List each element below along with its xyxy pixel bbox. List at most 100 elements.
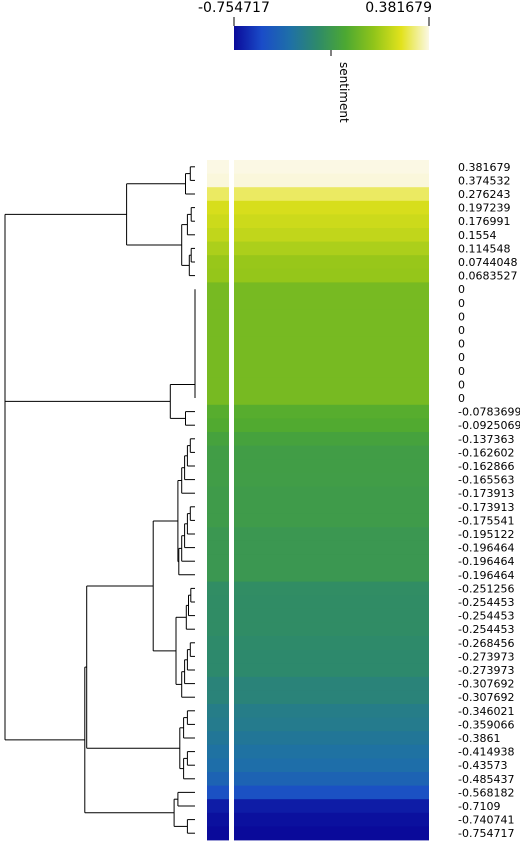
heatmap-cell-narrow xyxy=(207,486,229,501)
color-scale-bar xyxy=(234,26,429,50)
heatmap-cell-narrow xyxy=(207,568,229,582)
heatmap-cell-narrow xyxy=(207,799,229,814)
row-labels: 0.3816790.3745320.2762430.1972390.176991… xyxy=(458,161,520,840)
row-label: -0.162866 xyxy=(458,460,514,473)
row-label: 0.197239 xyxy=(458,202,511,215)
heatmap-cell xyxy=(234,296,429,310)
heatmap-cell-narrow xyxy=(207,595,229,610)
heatmap-cell xyxy=(234,364,429,378)
heatmap-cell-narrow xyxy=(207,268,229,283)
heatmap-cell-narrow xyxy=(207,812,229,827)
row-label: 0 xyxy=(458,324,465,337)
heatmap-cell-narrow xyxy=(207,690,229,705)
heatmap-cells xyxy=(207,160,429,841)
heatmap-cell-narrow xyxy=(207,200,229,215)
heatmap-cell xyxy=(234,554,429,569)
row-label: -0.740741 xyxy=(458,814,514,827)
row-label: -0.137363 xyxy=(458,433,514,446)
heatmap-cell-narrow xyxy=(207,785,229,800)
heatmap-cell-narrow xyxy=(207,527,229,542)
heatmap-cell xyxy=(234,513,429,528)
row-label: -0.0783699 xyxy=(458,406,520,419)
heatmap-cell xyxy=(234,432,429,446)
row-label: 0.0744048 xyxy=(458,256,518,269)
heatmap-cell xyxy=(234,540,429,555)
row-label: -0.3861 xyxy=(458,732,500,745)
row-label: -0.195122 xyxy=(458,528,514,541)
heatmap-cell-narrow xyxy=(207,187,229,202)
heatmap-cell-narrow xyxy=(207,296,229,310)
scale-title: sentiment xyxy=(337,62,351,123)
row-label: -0.414938 xyxy=(458,746,514,759)
row-label: -0.254453 xyxy=(458,623,514,636)
row-label: -0.268456 xyxy=(458,637,514,650)
heatmap-cell xyxy=(234,717,429,732)
row-label: -0.273973 xyxy=(458,650,514,663)
row-label: 0 xyxy=(458,283,465,296)
row-label: -0.754717 xyxy=(458,827,514,840)
heatmap-cell xyxy=(234,336,429,351)
heatmap-cell-narrow xyxy=(207,432,229,446)
row-label: -0.7109 xyxy=(458,800,500,813)
heatmap-cell-narrow xyxy=(207,540,229,555)
heatmap-cell-narrow xyxy=(207,309,229,324)
row-label: -0.196464 xyxy=(458,542,514,555)
heatmap-cell-narrow xyxy=(207,554,229,569)
heatmap-cell-narrow xyxy=(207,214,229,229)
row-label: -0.273973 xyxy=(458,664,514,677)
heatmap-cell xyxy=(234,418,429,433)
heatmap-cell xyxy=(234,200,429,215)
heatmap-cell xyxy=(234,799,429,814)
color-scale: -0.754717 0.381679 sentiment xyxy=(198,0,432,123)
row-label: 0.374532 xyxy=(458,174,511,187)
heatmap-cell-narrow xyxy=(207,377,229,392)
heatmap-cell xyxy=(234,241,429,256)
row-label: -0.254453 xyxy=(458,610,514,623)
heatmap-cell xyxy=(234,160,429,174)
row-dendrogram xyxy=(4,166,196,834)
heatmap-cell xyxy=(234,649,429,664)
heatmap-cell xyxy=(234,785,429,800)
row-label: -0.162602 xyxy=(458,446,514,459)
heatmap-cell-narrow xyxy=(207,255,229,270)
row-label: -0.307692 xyxy=(458,678,514,691)
heatmap-cell xyxy=(234,704,429,718)
heatmap-cell xyxy=(234,744,429,759)
heatmap-cell-narrow xyxy=(207,636,229,650)
heatmap-cell xyxy=(234,500,429,514)
row-label: 0 xyxy=(458,365,465,378)
row-label: -0.196464 xyxy=(458,555,514,568)
heatmap-cell-narrow xyxy=(207,744,229,759)
heatmap-cell-narrow xyxy=(207,391,229,406)
heatmap-cell xyxy=(234,663,429,678)
heatmap-cell-narrow xyxy=(207,404,229,419)
heatmap-cell-narrow xyxy=(207,622,229,637)
heatmap-cell xyxy=(234,622,429,637)
heatmap-cell-narrow xyxy=(207,717,229,732)
heatmap-cell-narrow xyxy=(207,282,229,297)
heatmap-cell xyxy=(234,690,429,705)
heatmap-cell xyxy=(234,758,429,773)
heatmap-cell xyxy=(234,309,429,324)
heatmap-cell-narrow xyxy=(207,228,229,242)
row-label: -0.307692 xyxy=(458,691,514,704)
heatmap-cell xyxy=(234,214,429,229)
heatmap-cell xyxy=(234,350,429,365)
heatmap-cell-narrow xyxy=(207,173,229,188)
row-label: 0.1554 xyxy=(458,229,497,242)
row-label: -0.485437 xyxy=(458,773,514,786)
heatmap-cell xyxy=(234,377,429,392)
heatmap-cell xyxy=(234,636,429,650)
row-label: -0.0925069 xyxy=(458,419,520,432)
heatmap-cell xyxy=(234,391,429,406)
row-label: 0 xyxy=(458,338,465,351)
heatmap-cell xyxy=(234,812,429,827)
row-label: 0.176991 xyxy=(458,215,511,228)
heatmap-cell-narrow xyxy=(207,704,229,718)
row-label: 0 xyxy=(458,351,465,364)
heatmap-cell-narrow xyxy=(207,608,229,623)
heatmap-cell-narrow xyxy=(207,459,229,474)
heatmap-cell xyxy=(234,187,429,202)
row-label: -0.251256 xyxy=(458,582,514,595)
heatmap-cell-narrow xyxy=(207,160,229,174)
